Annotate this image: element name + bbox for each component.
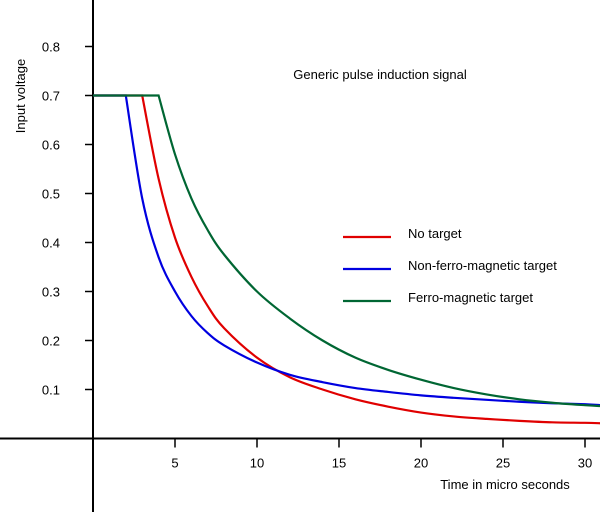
y-tick-label: 0.7: [42, 89, 60, 104]
no-target-curve: [93, 94, 600, 425]
legend-label: Ferro-magnetic target: [408, 290, 533, 305]
x-tick-label: 10: [250, 456, 264, 471]
x-tick-label: 15: [332, 456, 346, 471]
chart-annotation: Generic pulse induction signal: [293, 67, 467, 82]
legend-item-no-target: No target: [343, 226, 462, 241]
legend-item-ferro-magnetic: Ferro-magnetic target: [343, 290, 533, 305]
y-axis-label: Input voltage: [13, 59, 28, 133]
legend-label: No target: [408, 226, 462, 241]
y-tick-label: 0.4: [42, 236, 60, 251]
y-tick-label: 0.5: [42, 187, 60, 202]
x-tick-label: 20: [414, 456, 428, 471]
legend: No target Non-ferro-magnetic target Ferro-…: [343, 226, 557, 305]
ferro-magnetic-curve: [93, 94, 600, 408]
y-tick-label: 0.2: [42, 334, 60, 349]
x-tick-label: 5: [171, 456, 178, 471]
x-tick-label: 25: [496, 456, 510, 471]
non-ferro-magnetic-curve: [93, 94, 600, 407]
y-tick-label: 0.3: [42, 285, 60, 300]
y-tick-label: 0.6: [42, 138, 60, 153]
legend-item-non-ferro-magnetic: Non-ferro-magnetic target: [343, 258, 557, 273]
legend-label: Non-ferro-magnetic target: [408, 258, 557, 273]
y-tick-label: 0.1: [42, 383, 60, 398]
x-tick-label: 30: [578, 456, 592, 471]
y-tick-label: 0.8: [42, 40, 60, 55]
curves: [93, 94, 600, 425]
x-axis-label: Time in micro seconds: [440, 477, 570, 492]
